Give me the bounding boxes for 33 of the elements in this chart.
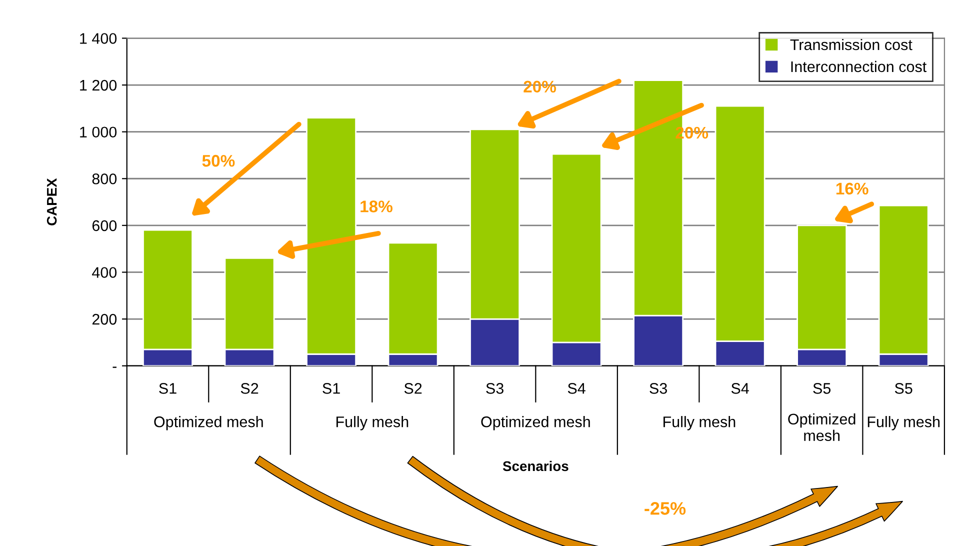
- x-tick-label: S2: [404, 383, 422, 394]
- x-tick-label: S1: [322, 383, 340, 394]
- annotation: 20%: [524, 80, 556, 93]
- x-tick-label: S1: [159, 383, 176, 394]
- y-tick-label: 800: [92, 173, 117, 184]
- text: Optimized mesh: [481, 416, 590, 430]
- text: -25%: [644, 502, 686, 515]
- y-tick-label: 400: [92, 267, 117, 278]
- annotation: 16%: [836, 182, 868, 195]
- text: Optimized mesh: [788, 413, 856, 441]
- text: Fully mesh: [664, 416, 736, 430]
- y-tick-label: 1 200: [80, 80, 117, 91]
- annotation: 18%: [360, 200, 392, 212]
- legend-label: Transmission cost: [790, 38, 912, 50]
- x-tick-label: S5: [894, 383, 912, 394]
- y-tick-label: 200: [92, 314, 117, 325]
- x-tick-label: S3: [650, 383, 667, 394]
- text: Fully mesh: [868, 416, 940, 430]
- y-axis-title: CAPEX: [46, 178, 57, 226]
- y-tick-label: 600: [92, 220, 117, 232]
- x-tick-label: S4: [568, 383, 586, 394]
- x-tick-label: S3: [486, 383, 504, 394]
- x-tick-label: S2: [240, 383, 258, 394]
- x-tick-label: S4: [731, 383, 749, 394]
- annotation: 50%: [202, 154, 235, 167]
- x-axis-title: Scenarios: [502, 460, 568, 472]
- legend-label: Interconnection cost: [791, 60, 927, 72]
- y-tick-label: -: [112, 366, 116, 368]
- y-tick-label: 1 400: [80, 33, 117, 44]
- text: Optimized mesh: [154, 416, 263, 430]
- x-tick-label: S5: [813, 383, 831, 394]
- text: Fully mesh: [336, 416, 408, 430]
- y-tick-label: 1 000: [80, 126, 117, 138]
